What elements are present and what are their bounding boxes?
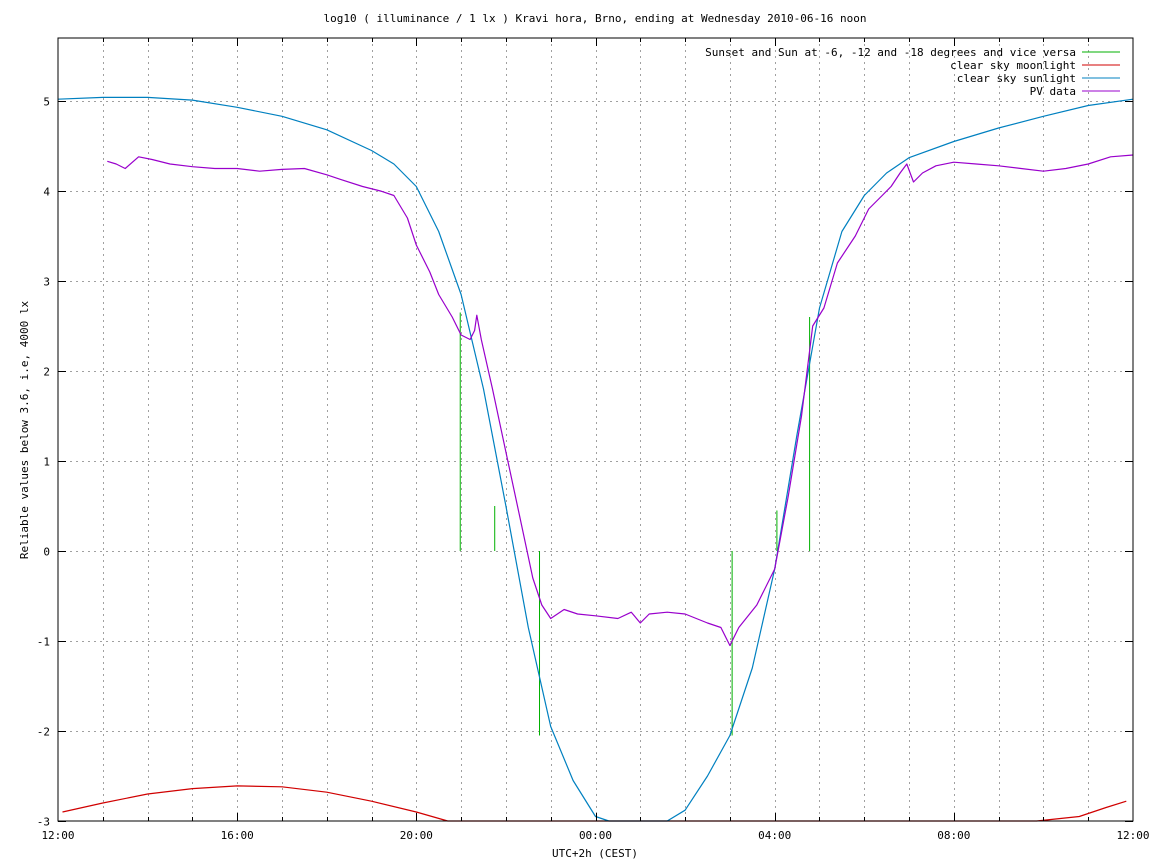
x-tick-label: 16:00 bbox=[221, 829, 254, 842]
legend-label-sunset-and-sun-at-6-12-and-18-degrees-and-vice-versa: Sunset and Sun at -6, -12 and -18 degree… bbox=[705, 46, 1076, 59]
y-tick-label: 2 bbox=[43, 366, 50, 379]
x-tick-label: 00:00 bbox=[579, 829, 612, 842]
ticks: -3 -2 -1 0 1 2 3 4 5 12:00 16:00 20:00 00:00 04:00 08:… bbox=[37, 38, 1150, 842]
x-tick-label: 04:00 bbox=[758, 829, 791, 842]
legend-label-pv-data: PV data bbox=[1030, 85, 1076, 98]
series-layer bbox=[57, 96, 1134, 822]
y-axis-label: Reliable values below 3.6, i.e, 4000 lx bbox=[18, 300, 31, 559]
grid bbox=[58, 38, 1133, 821]
y-tick-label: -1 bbox=[37, 636, 50, 649]
x-tick-label: 12:00 bbox=[1116, 829, 1149, 842]
chart-title: log10 ( illuminance / 1 lx ) Kravi hora,… bbox=[323, 12, 866, 25]
y-tick-label: 0 bbox=[43, 546, 50, 559]
legend: Sunset and Sun at -6, -12 and -18 degree… bbox=[705, 46, 1120, 98]
y-tick-label: 4 bbox=[43, 186, 50, 199]
legend-label-clear-sky-sunlight: clear sky sunlight bbox=[957, 72, 1076, 85]
x-tick-label: 12:00 bbox=[41, 829, 74, 842]
plot-frame bbox=[57, 37, 1134, 822]
x-tick-label: 08:00 bbox=[937, 829, 970, 842]
y-tick-label: -2 bbox=[37, 726, 50, 739]
x-tick-label: 20:00 bbox=[400, 829, 433, 842]
y-tick-label: 1 bbox=[43, 456, 50, 469]
x-axis-label: UTC+2h (CEST) bbox=[552, 847, 638, 860]
y-tick-label: 3 bbox=[43, 276, 50, 289]
series-line-pv-data bbox=[107, 154, 1134, 647]
legend-label-clear-sky-moonlight: clear sky moonlight bbox=[950, 59, 1076, 72]
y-tick-label: 5 bbox=[43, 96, 50, 109]
y-tick-label: -3 bbox=[37, 816, 50, 829]
series-line-clear-sky-moonlight bbox=[62, 785, 1127, 822]
series-line-clear-sky-sunlight bbox=[57, 96, 1134, 822]
